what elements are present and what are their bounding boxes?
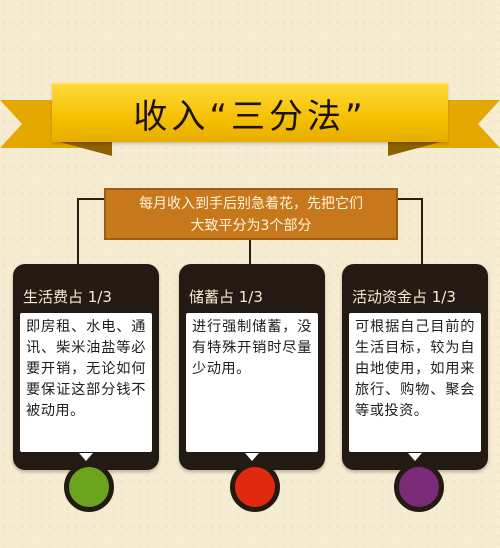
card-title: 生活费占 1/3 <box>23 288 112 306</box>
card-living-expenses: 生活费占 1/3 即房租、水电、通讯、柴米油盐等必要开销，无论如何要保证这部分钱… <box>13 264 159 470</box>
title-ribbon: 收入“三分法” <box>52 82 448 142</box>
card-title: 储蓄占 1/3 <box>189 288 263 306</box>
red-dot <box>230 462 280 512</box>
card-title: 活动资金占 1/3 <box>352 288 456 306</box>
card-pointer <box>79 453 93 461</box>
subtitle-line-1: 每月收入到手后别急着花，先把它们 <box>139 196 363 212</box>
card-pointer <box>408 453 422 461</box>
card-body: 可根据自己目前的生活目标，较为自由地使用，如用来旅行、购物、聚会等或投资。 <box>349 313 481 452</box>
card-body: 即房租、水电、通讯、柴米油盐等必要开销，无论如何要保证这部分钱不被动用。 <box>20 313 152 452</box>
card-activity-funds: 活动资金占 1/3 可根据自己目前的生活目标，较为自由地使用，如用来旅行、购物、… <box>342 264 488 470</box>
green-dot <box>64 462 114 512</box>
card-pointer <box>245 453 259 461</box>
card-body: 进行强制储蓄，没有特殊开销时尽量少动用。 <box>186 313 318 452</box>
card-savings: 储蓄占 1/3 进行强制储蓄，没有特殊开销时尽量少动用。 <box>179 264 325 470</box>
purple-dot <box>394 462 444 512</box>
subtitle-line-2: 大致平分为3个部分 <box>190 218 312 234</box>
subtitle-box: 每月收入到手后别急着花，先把它们 大致平分为3个部分 <box>104 188 398 240</box>
page-title: 收入“三分法” <box>133 96 367 137</box>
